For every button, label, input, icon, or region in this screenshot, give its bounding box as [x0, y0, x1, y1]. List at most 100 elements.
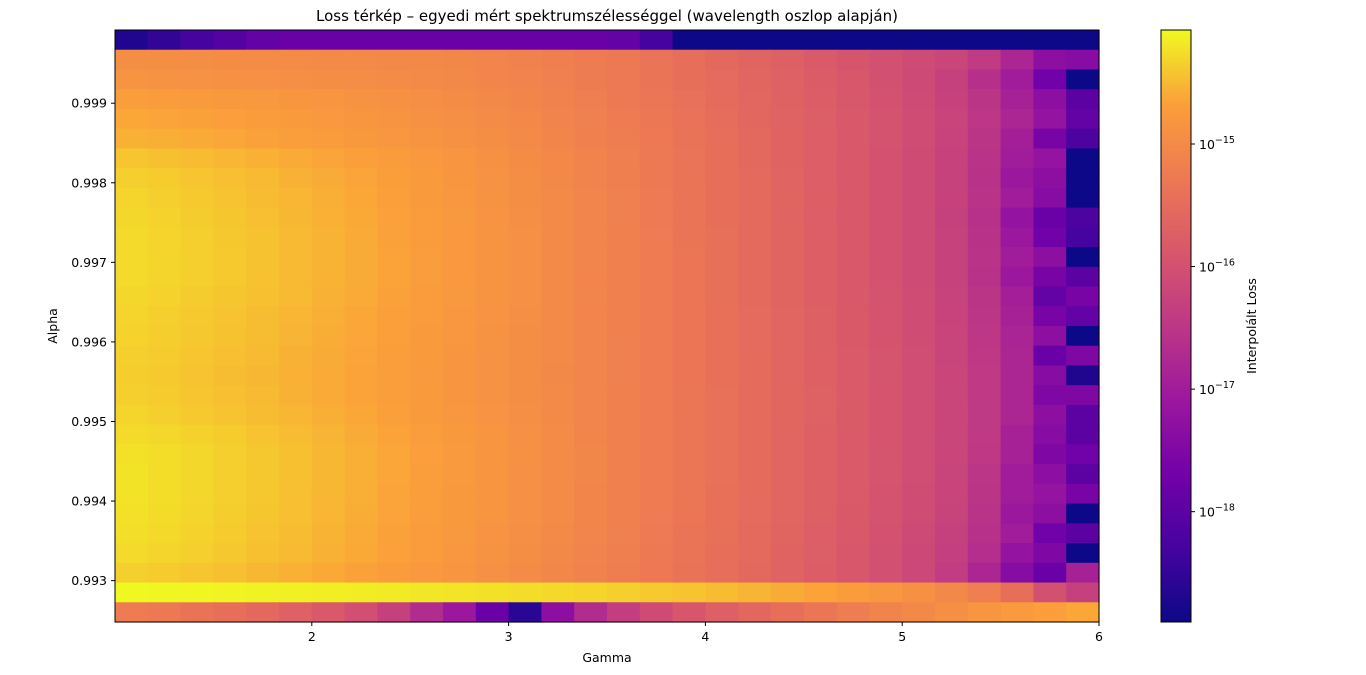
heatmap-cell — [279, 69, 313, 90]
heatmap-cell — [869, 306, 903, 327]
heatmap-cell — [935, 464, 969, 485]
heatmap-cell — [508, 523, 542, 544]
heatmap-cell — [1066, 306, 1100, 327]
heatmap-cell — [541, 207, 575, 228]
heatmap-cell — [377, 108, 411, 130]
heatmap-cell — [279, 345, 313, 367]
heatmap-cell — [607, 286, 641, 307]
heatmap-cell — [1066, 523, 1100, 544]
heatmap-cell — [574, 266, 608, 288]
heatmap-cell — [541, 108, 575, 130]
heatmap-cell — [574, 543, 608, 564]
heatmap-cell — [869, 266, 903, 288]
heatmap-cell — [607, 266, 641, 288]
heatmap-cell — [967, 187, 1002, 209]
heatmap-cell — [902, 365, 936, 386]
heatmap-cell — [344, 424, 378, 445]
heatmap-cell — [344, 483, 378, 505]
heatmap-cell — [869, 148, 903, 169]
heatmap-cell — [180, 404, 214, 426]
heatmap-cell — [803, 602, 838, 623]
heatmap-cell — [869, 562, 903, 584]
heatmap-cell — [115, 108, 149, 130]
heatmap-cell — [344, 49, 378, 71]
heatmap-cell — [672, 483, 706, 505]
heatmap-cell — [410, 404, 444, 426]
heatmap-cell — [836, 89, 870, 110]
heatmap-cell — [475, 523, 510, 544]
heatmap-cell — [869, 326, 903, 347]
heatmap-cell — [1066, 128, 1100, 149]
heatmap-cell — [147, 404, 182, 426]
heatmap-cell — [574, 30, 608, 51]
heatmap-cell — [311, 89, 346, 110]
heatmap-cell — [541, 483, 575, 505]
heatmap-cell — [1066, 503, 1100, 524]
heatmap-cell — [803, 543, 838, 564]
heatmap-cell — [1033, 286, 1067, 307]
heatmap-cell — [213, 503, 247, 524]
heatmap-cell — [147, 69, 182, 90]
heatmap-cell — [475, 69, 510, 90]
heatmap-cell — [311, 30, 346, 51]
heatmap-cell — [803, 444, 838, 465]
heatmap-cell — [705, 404, 739, 426]
heatmap-cell — [935, 247, 969, 268]
heatmap-cell — [935, 266, 969, 288]
heatmap-cell — [639, 483, 674, 505]
heatmap-cell — [705, 523, 739, 544]
heatmap-cell — [607, 523, 641, 544]
heatmap-cell — [147, 168, 182, 189]
heatmap-cell — [246, 89, 280, 110]
heatmap-cell — [1066, 89, 1100, 110]
heatmap-cell — [541, 365, 575, 386]
heatmap-cell — [705, 503, 739, 524]
heatmap-cell — [607, 227, 641, 248]
heatmap-cell — [738, 148, 772, 169]
heatmap-cell — [705, 227, 739, 248]
heatmap-cell — [771, 543, 805, 564]
heatmap-cell — [836, 523, 870, 544]
heatmap-cell — [475, 286, 510, 307]
heatmap-cell — [213, 69, 247, 90]
heatmap-cell — [771, 345, 805, 367]
heatmap-cell — [410, 247, 444, 268]
heatmap-cell — [869, 69, 903, 90]
heatmap-cell — [508, 483, 542, 505]
heatmap-cell — [541, 168, 575, 189]
heatmap-cell — [213, 89, 247, 110]
heatmap-cell — [967, 148, 1002, 169]
heatmap-cell — [147, 49, 182, 71]
heatmap-cell — [1000, 207, 1034, 228]
heatmap-cell — [410, 582, 444, 603]
heatmap-cell — [377, 404, 411, 426]
heatmap-cell — [377, 247, 411, 268]
heatmap-cell — [803, 266, 838, 288]
heatmap-cell — [639, 89, 674, 110]
heatmap-cell — [672, 247, 706, 268]
heatmap-cell — [574, 168, 608, 189]
heatmap-cell — [738, 286, 772, 307]
heatmap-cell — [115, 444, 149, 465]
heatmap-cell — [279, 30, 313, 51]
heatmap-cell — [672, 562, 706, 584]
heatmap-cell — [475, 404, 510, 426]
heatmap-cell — [967, 562, 1002, 584]
y-tick-label: 0.996 — [71, 334, 107, 349]
y-tick-label: 0.995 — [71, 414, 107, 429]
heatmap-cell — [443, 306, 477, 327]
heatmap-cell — [1033, 306, 1067, 327]
heatmap-cell — [508, 562, 542, 584]
heatmap-cell — [213, 227, 247, 248]
heatmap-cell — [147, 562, 182, 584]
heatmap-cell — [541, 424, 575, 445]
heatmap-cell — [607, 148, 641, 169]
heatmap-cell — [115, 286, 149, 307]
heatmap-cell — [410, 483, 444, 505]
heatmap-cell — [443, 49, 477, 71]
heatmap-cell — [607, 326, 641, 347]
heatmap-cell — [213, 523, 247, 544]
heatmap-cell — [443, 168, 477, 189]
heatmap-cell — [836, 227, 870, 248]
heatmap-cell — [869, 543, 903, 564]
